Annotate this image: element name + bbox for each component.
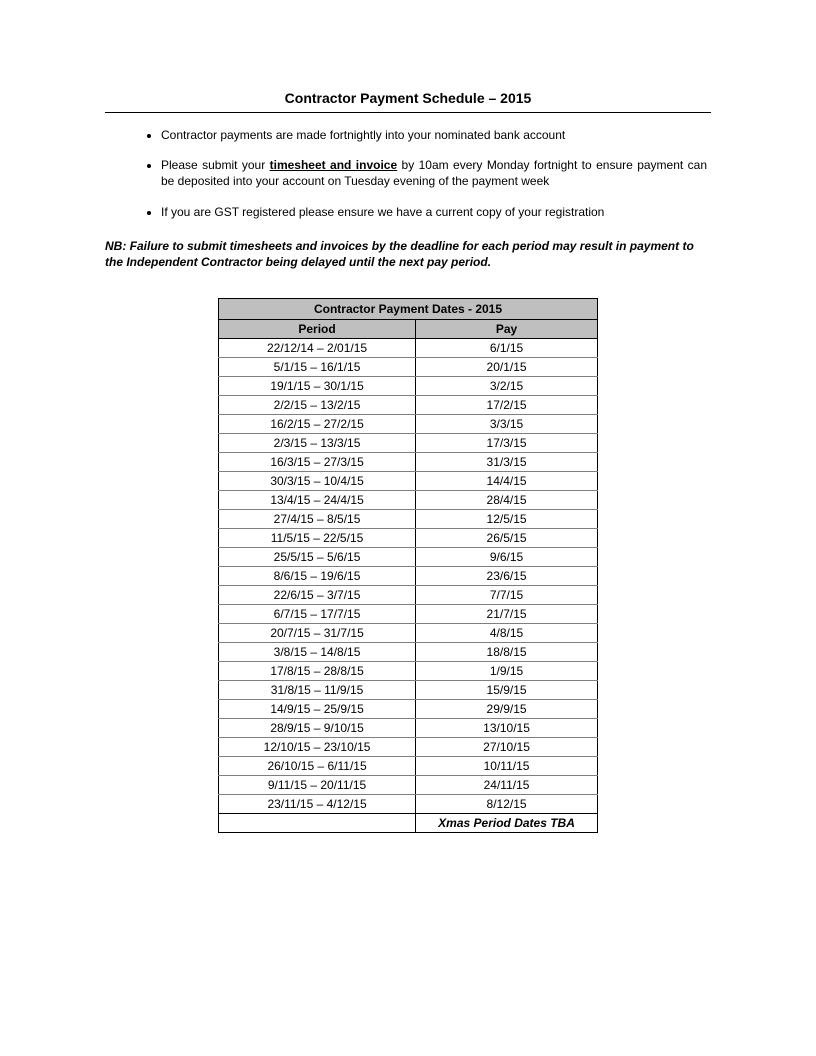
table-row: 6/7/15 – 17/7/1521/7/15 (219, 605, 598, 624)
table-row: 13/4/15 – 24/4/1528/4/15 (219, 491, 598, 510)
cell-pay: 13/10/15 (416, 719, 598, 738)
cell-period: 27/4/15 – 8/5/15 (219, 510, 416, 529)
table-header-row: Period Pay (219, 320, 598, 339)
cell-pay: 26/5/15 (416, 529, 598, 548)
table-row: 19/1/15 – 30/1/153/2/15 (219, 377, 598, 396)
bullet-item: Please submit your timesheet and invoice… (161, 157, 711, 189)
table-row: 9/11/15 – 20/11/1524/11/15 (219, 776, 598, 795)
nb-note: NB: Failure to submit timesheets and inv… (105, 238, 711, 270)
table-row: 28/9/15 – 9/10/1513/10/15 (219, 719, 598, 738)
cell-period: 11/5/15 – 22/5/15 (219, 529, 416, 548)
table-body: 22/12/14 – 2/01/156/1/155/1/15 – 16/1/15… (219, 339, 598, 814)
cell-pay: 6/1/15 (416, 339, 598, 358)
table-container: Contractor Payment Dates - 2015 Period P… (105, 298, 711, 833)
cell-period: 14/9/15 – 25/9/15 (219, 700, 416, 719)
col-pay: Pay (416, 320, 598, 339)
table-row: 11/5/15 – 22/5/1526/5/15 (219, 529, 598, 548)
cell-pay: 14/4/15 (416, 472, 598, 491)
cell-period: 13/4/15 – 24/4/15 (219, 491, 416, 510)
table-row: 26/10/15 – 6/11/1510/11/15 (219, 757, 598, 776)
cell-period: 17/8/15 – 28/8/15 (219, 662, 416, 681)
payment-table: Contractor Payment Dates - 2015 Period P… (218, 298, 598, 833)
cell-pay: 21/7/15 (416, 605, 598, 624)
cell-period: 5/1/15 – 16/1/15 (219, 358, 416, 377)
table-row: 16/2/15 – 27/2/153/3/15 (219, 415, 598, 434)
cell-pay: 3/2/15 (416, 377, 598, 396)
table-row: 5/1/15 – 16/1/1520/1/15 (219, 358, 598, 377)
cell-pay: 31/3/15 (416, 453, 598, 472)
bullet-text: Contractor payments are made fortnightly… (161, 128, 565, 142)
table-row: 3/8/15 – 14/8/1518/8/15 (219, 643, 598, 662)
cell-pay: 1/9/15 (416, 662, 598, 681)
cell-period: 3/8/15 – 14/8/15 (219, 643, 416, 662)
cell-period: 22/6/15 – 3/7/15 (219, 586, 416, 605)
table-row: 8/6/15 – 19/6/1523/6/15 (219, 567, 598, 586)
table-row: 2/2/15 – 13/2/1517/2/15 (219, 396, 598, 415)
footer-empty (219, 814, 416, 833)
col-period: Period (219, 320, 416, 339)
cell-period: 2/2/15 – 13/2/15 (219, 396, 416, 415)
cell-pay: 28/4/15 (416, 491, 598, 510)
bullet-emphasis: timesheet and invoice (270, 158, 398, 172)
page-title: Contractor Payment Schedule – 2015 (105, 90, 711, 106)
cell-period: 23/11/15 – 4/12/15 (219, 795, 416, 814)
cell-pay: 10/11/15 (416, 757, 598, 776)
table-row: 14/9/15 – 25/9/1529/9/15 (219, 700, 598, 719)
cell-pay: 12/5/15 (416, 510, 598, 529)
bullet-text: If you are GST registered please ensure … (161, 205, 604, 219)
table-footer-row: Xmas Period Dates TBA (219, 814, 598, 833)
cell-period: 9/11/15 – 20/11/15 (219, 776, 416, 795)
cell-pay: 29/9/15 (416, 700, 598, 719)
cell-pay: 4/8/15 (416, 624, 598, 643)
document-page: Contractor Payment Schedule – 2015 Contr… (0, 0, 816, 833)
cell-period: 28/9/15 – 9/10/15 (219, 719, 416, 738)
cell-period: 20/7/15 – 31/7/15 (219, 624, 416, 643)
cell-period: 22/12/14 – 2/01/15 (219, 339, 416, 358)
table-row: 22/12/14 – 2/01/156/1/15 (219, 339, 598, 358)
table-title: Contractor Payment Dates - 2015 (219, 299, 598, 320)
table-row: 20/7/15 – 31/7/154/8/15 (219, 624, 598, 643)
table-row: 30/3/15 – 10/4/1514/4/15 (219, 472, 598, 491)
cell-period: 6/7/15 – 17/7/15 (219, 605, 416, 624)
cell-period: 25/5/15 – 5/6/15 (219, 548, 416, 567)
cell-pay: 9/6/15 (416, 548, 598, 567)
bullet-pre: Please submit your (161, 158, 270, 172)
bullet-item: If you are GST registered please ensure … (161, 204, 711, 220)
cell-period: 31/8/15 – 11/9/15 (219, 681, 416, 700)
cell-period: 19/1/15 – 30/1/15 (219, 377, 416, 396)
cell-pay: 18/8/15 (416, 643, 598, 662)
cell-period: 26/10/15 – 6/11/15 (219, 757, 416, 776)
cell-pay: 8/12/15 (416, 795, 598, 814)
cell-pay: 20/1/15 (416, 358, 598, 377)
footer-note: Xmas Period Dates TBA (416, 814, 598, 833)
cell-pay: 17/3/15 (416, 434, 598, 453)
table-row: 12/10/15 – 23/10/1527/10/15 (219, 738, 598, 757)
cell-period: 16/2/15 – 27/2/15 (219, 415, 416, 434)
cell-pay: 23/6/15 (416, 567, 598, 586)
table-row: 22/6/15 – 3/7/157/7/15 (219, 586, 598, 605)
table-title-row: Contractor Payment Dates - 2015 (219, 299, 598, 320)
table-row: 31/8/15 – 11/9/1515/9/15 (219, 681, 598, 700)
cell-period: 2/3/15 – 13/3/15 (219, 434, 416, 453)
cell-period: 30/3/15 – 10/4/15 (219, 472, 416, 491)
cell-period: 16/3/15 – 27/3/15 (219, 453, 416, 472)
table-row: 16/3/15 – 27/3/1531/3/15 (219, 453, 598, 472)
cell-pay: 17/2/15 (416, 396, 598, 415)
cell-period: 12/10/15 – 23/10/15 (219, 738, 416, 757)
table-row: 23/11/15 – 4/12/158/12/15 (219, 795, 598, 814)
title-rule (105, 112, 711, 113)
bullet-list: Contractor payments are made fortnightly… (105, 127, 711, 220)
cell-pay: 15/9/15 (416, 681, 598, 700)
table-row: 17/8/15 – 28/8/151/9/15 (219, 662, 598, 681)
table-row: 2/3/15 – 13/3/1517/3/15 (219, 434, 598, 453)
bullet-item: Contractor payments are made fortnightly… (161, 127, 711, 143)
cell-pay: 3/3/15 (416, 415, 598, 434)
cell-pay: 7/7/15 (416, 586, 598, 605)
cell-pay: 27/10/15 (416, 738, 598, 757)
cell-pay: 24/11/15 (416, 776, 598, 795)
table-row: 25/5/15 – 5/6/159/6/15 (219, 548, 598, 567)
table-row: 27/4/15 – 8/5/1512/5/15 (219, 510, 598, 529)
cell-period: 8/6/15 – 19/6/15 (219, 567, 416, 586)
